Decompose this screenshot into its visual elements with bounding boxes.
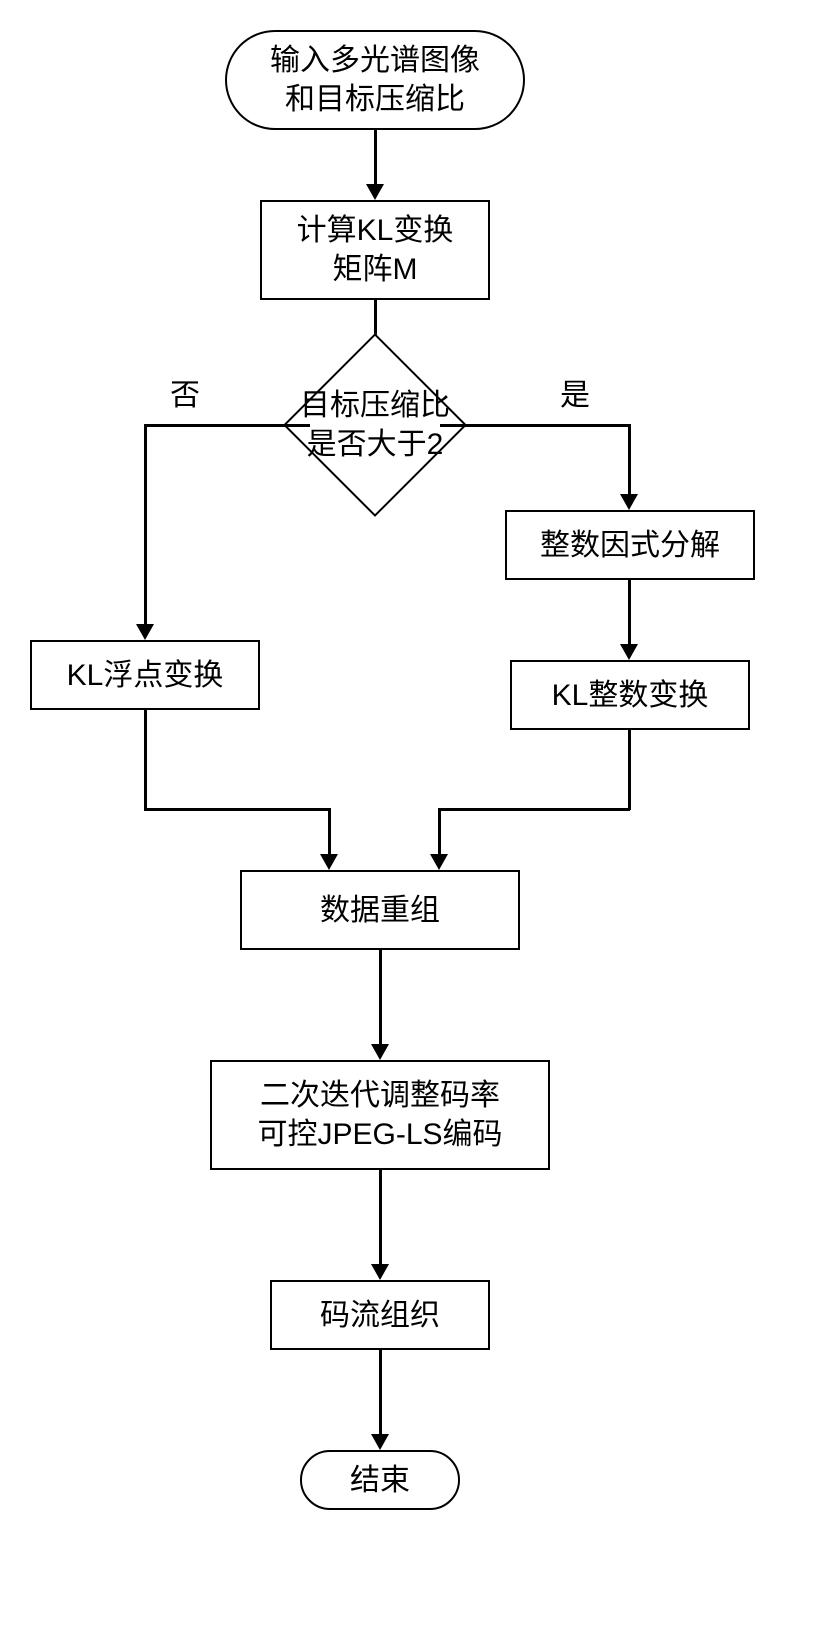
arrow-klfloat-h	[144, 808, 330, 811]
arrow-stream-end	[379, 1350, 382, 1434]
kl-float-text: KL浮点变换	[67, 656, 224, 695]
arrow-jpeg-stream	[379, 1170, 382, 1264]
arrow-klfloat-v1	[144, 710, 147, 810]
arrow-dec-right-v	[628, 424, 631, 494]
calc-kl-node: 计算KL变换矩阵M	[260, 200, 490, 300]
arrow-reorg-jpeg	[379, 950, 382, 1044]
start-text: 输入多光谱图像和目标压缩比	[270, 41, 480, 119]
arrow-jpeg-stream-head	[371, 1264, 389, 1280]
no-label: 否	[170, 370, 200, 414]
data-reorg-node: 数据重组	[240, 870, 520, 950]
arrow-stream-end-head	[371, 1434, 389, 1450]
arrow-start-calc	[374, 130, 377, 184]
arrow-start-calc-head	[366, 184, 384, 200]
data-reorg-text: 数据重组	[320, 891, 440, 930]
arrow-reorg-jpeg-head	[371, 1044, 389, 1060]
arrow-klint-v2	[438, 808, 441, 854]
yes-label: 是	[560, 370, 590, 414]
arrow-dec-left-h	[145, 424, 310, 427]
arrow-klfloat-v2	[328, 808, 331, 854]
calc-kl-text: 计算KL变换矩阵M	[297, 211, 454, 289]
int-factor-text: 整数因式分解	[540, 526, 720, 565]
arrow-dec-left-v	[144, 424, 147, 624]
start-node: 输入多光谱图像和目标压缩比	[225, 30, 525, 130]
jpeg-ls-node: 二次迭代调整码率可控JPEG-LS编码	[210, 1060, 550, 1170]
arrow-dec-left-head	[136, 624, 154, 640]
int-factor-node: 整数因式分解	[505, 510, 755, 580]
arrow-factor-klint-head	[620, 644, 638, 660]
stream-org-node: 码流组织	[270, 1280, 490, 1350]
arrow-klint-h	[440, 808, 630, 811]
jpeg-ls-text: 二次迭代调整码率可控JPEG-LS编码	[257, 1076, 502, 1154]
arrow-klint-v1	[628, 730, 631, 810]
end-text: 结束	[350, 1461, 410, 1500]
stream-org-text: 码流组织	[320, 1296, 440, 1335]
arrow-klint-head	[430, 854, 448, 870]
kl-int-text: KL整数变换	[552, 676, 709, 715]
arrow-dec-right-h	[440, 424, 630, 427]
end-node: 结束	[300, 1450, 460, 1510]
arrow-factor-klint	[628, 580, 631, 644]
kl-float-node: KL浮点变换	[30, 640, 260, 710]
arrow-klfloat-head	[320, 854, 338, 870]
kl-int-node: KL整数变换	[510, 660, 750, 730]
arrow-dec-right-head	[620, 494, 638, 510]
